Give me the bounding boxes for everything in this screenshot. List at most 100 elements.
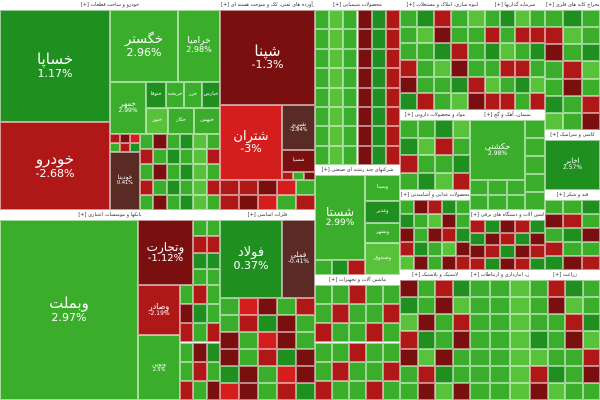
- chem-small-symbol[interactable]: [343, 29, 358, 49]
- metal-small-symbol[interactable]: [239, 298, 258, 315]
- ore-small-symbol[interactable]: [581, 95, 600, 113]
- chem-small-symbol[interactable]: [343, 10, 358, 30]
- bank-small-symbol[interactable]: [206, 236, 220, 253]
- trans-small-symbol[interactable]: [490, 382, 510, 400]
- chem-small-symbol[interactable]: [329, 68, 344, 88]
- agri-small-symbol[interactable]: [565, 365, 583, 383]
- food-small-symbol[interactable]: [400, 242, 414, 256]
- auto-small-symbol[interactable]: [193, 134, 207, 150]
- cem2-small-symbol[interactable]: [470, 180, 489, 195]
- metal-small-symbol[interactable]: [258, 349, 277, 366]
- chem-small-symbol[interactable]: [385, 145, 400, 165]
- trans-small-symbol[interactable]: [470, 331, 490, 349]
- ref-small-symbol[interactable]: [220, 195, 239, 210]
- tile-vbmelt[interactable]: وبملت 2.97%: [0, 220, 138, 400]
- agri-small-symbol[interactable]: [530, 297, 548, 315]
- ref-small-symbol[interactable]: [258, 195, 277, 210]
- ref2-small-symbol[interactable]: [282, 172, 293, 180]
- rub-small-symbol[interactable]: [400, 280, 418, 298]
- inv-small-symbol[interactable]: [485, 93, 500, 110]
- rub-small-symbol[interactable]: [400, 365, 418, 383]
- elec-small-symbol[interactable]: [470, 257, 485, 270]
- agri-small-symbol[interactable]: [530, 331, 548, 349]
- bank2-small-symbol[interactable]: [180, 380, 194, 400]
- equip-small-symbol[interactable]: [366, 323, 383, 343]
- metal-small-symbol[interactable]: [239, 332, 258, 349]
- food-small-symbol[interactable]: [456, 214, 470, 228]
- bank-small-symbol[interactable]: [193, 252, 207, 269]
- auto-small-symbol[interactable]: [166, 164, 180, 180]
- ore-small-symbol[interactable]: [563, 27, 582, 45]
- auto-small-symbol[interactable]: [166, 179, 180, 195]
- rub-small-symbol[interactable]: [452, 280, 470, 298]
- trans-small-symbol[interactable]: [470, 348, 490, 366]
- elec-small-symbol[interactable]: [470, 220, 485, 233]
- ore-small-symbol[interactable]: [563, 78, 582, 96]
- bank2-small-symbol[interactable]: [180, 304, 194, 324]
- food-small-symbol[interactable]: [442, 214, 456, 228]
- sugar-small-symbol[interactable]: [563, 242, 582, 256]
- chem-small-symbol[interactable]: [329, 126, 344, 146]
- chem-small-symbol[interactable]: [343, 126, 358, 146]
- inv-small-symbol[interactable]: [500, 43, 515, 60]
- bank2-small-symbol[interactable]: [193, 380, 207, 400]
- ph-small-symbol[interactable]: [400, 137, 418, 155]
- rub-small-symbol[interactable]: [452, 331, 470, 349]
- multi-small-symbol[interactable]: [451, 10, 468, 27]
- elec-small-symbol[interactable]: [485, 232, 500, 245]
- bank2-small-symbol[interactable]: [206, 323, 220, 343]
- ph-small-symbol[interactable]: [400, 155, 418, 173]
- tile-vsina[interactable]: وسینا: [365, 175, 400, 201]
- metal-small-symbol[interactable]: [277, 332, 296, 349]
- food-small-symbol[interactable]: [442, 256, 456, 270]
- ore-small-symbol[interactable]: [563, 95, 582, 113]
- equip-small-symbol[interactable]: [383, 323, 400, 343]
- auto-small-symbol[interactable]: [153, 134, 167, 150]
- auto2-small-symbol[interactable]: [130, 143, 140, 152]
- agri-small-symbol[interactable]: [582, 297, 600, 315]
- metal-small-symbol[interactable]: [277, 366, 296, 383]
- rub-small-symbol[interactable]: [400, 297, 418, 315]
- auto2-small-symbol[interactable]: [120, 143, 130, 152]
- agri-small-symbol[interactable]: [582, 314, 600, 332]
- inv-small-symbol[interactable]: [530, 10, 545, 27]
- multi-small-symbol[interactable]: [468, 10, 485, 27]
- ref-small-symbol[interactable]: [277, 195, 296, 210]
- rub-small-symbol[interactable]: [400, 331, 418, 349]
- trans-small-symbol[interactable]: [510, 331, 530, 349]
- inv-small-symbol[interactable]: [500, 93, 515, 110]
- bank-small-symbol[interactable]: [206, 268, 220, 285]
- bank2-small-symbol[interactable]: [206, 304, 220, 324]
- elec-small-symbol[interactable]: [500, 245, 515, 258]
- sugar-small-symbol[interactable]: [545, 242, 564, 256]
- metal-small-symbol[interactable]: [296, 315, 315, 332]
- chem-small-symbol[interactable]: [371, 10, 386, 30]
- rub-small-symbol[interactable]: [435, 314, 453, 332]
- sugar-small-symbol[interactable]: [581, 242, 600, 256]
- agri-small-symbol[interactable]: [547, 348, 565, 366]
- sugar-small-symbol[interactable]: [545, 214, 564, 228]
- auto-small-symbol[interactable]: [180, 194, 194, 210]
- inv-small-symbol[interactable]: [515, 76, 530, 94]
- ore-small-symbol[interactable]: [545, 61, 564, 79]
- tile-shsinpa[interactable]: شسپا: [282, 150, 315, 172]
- equip-small-symbol[interactable]: [383, 380, 400, 400]
- ore-small-symbol[interactable]: [545, 10, 564, 28]
- chem-small-symbol[interactable]: [315, 145, 330, 165]
- equip-small-symbol[interactable]: [315, 342, 332, 362]
- inv-small-symbol[interactable]: [530, 26, 545, 44]
- trans-small-symbol[interactable]: [490, 348, 510, 366]
- ref-small-symbol[interactable]: [296, 195, 315, 210]
- elec-small-symbol[interactable]: [500, 220, 515, 233]
- cem2-small-symbol[interactable]: [488, 195, 507, 210]
- tile-khbahman[interactable]: ختور: [146, 108, 168, 134]
- tile-shasta[interactable]: شستا 2.99%: [315, 175, 365, 260]
- bank-small-symbol[interactable]: [206, 252, 220, 269]
- auto-small-symbol[interactable]: [180, 164, 194, 180]
- chem-small-symbol[interactable]: [371, 68, 386, 88]
- metal-small-symbol[interactable]: [277, 349, 296, 366]
- ref2-small-symbol[interactable]: [304, 172, 315, 180]
- ref-small-symbol[interactable]: [277, 180, 296, 195]
- chem-small-symbol[interactable]: [371, 29, 386, 49]
- tile-vaghadir[interactable]: وغدیر: [365, 201, 400, 223]
